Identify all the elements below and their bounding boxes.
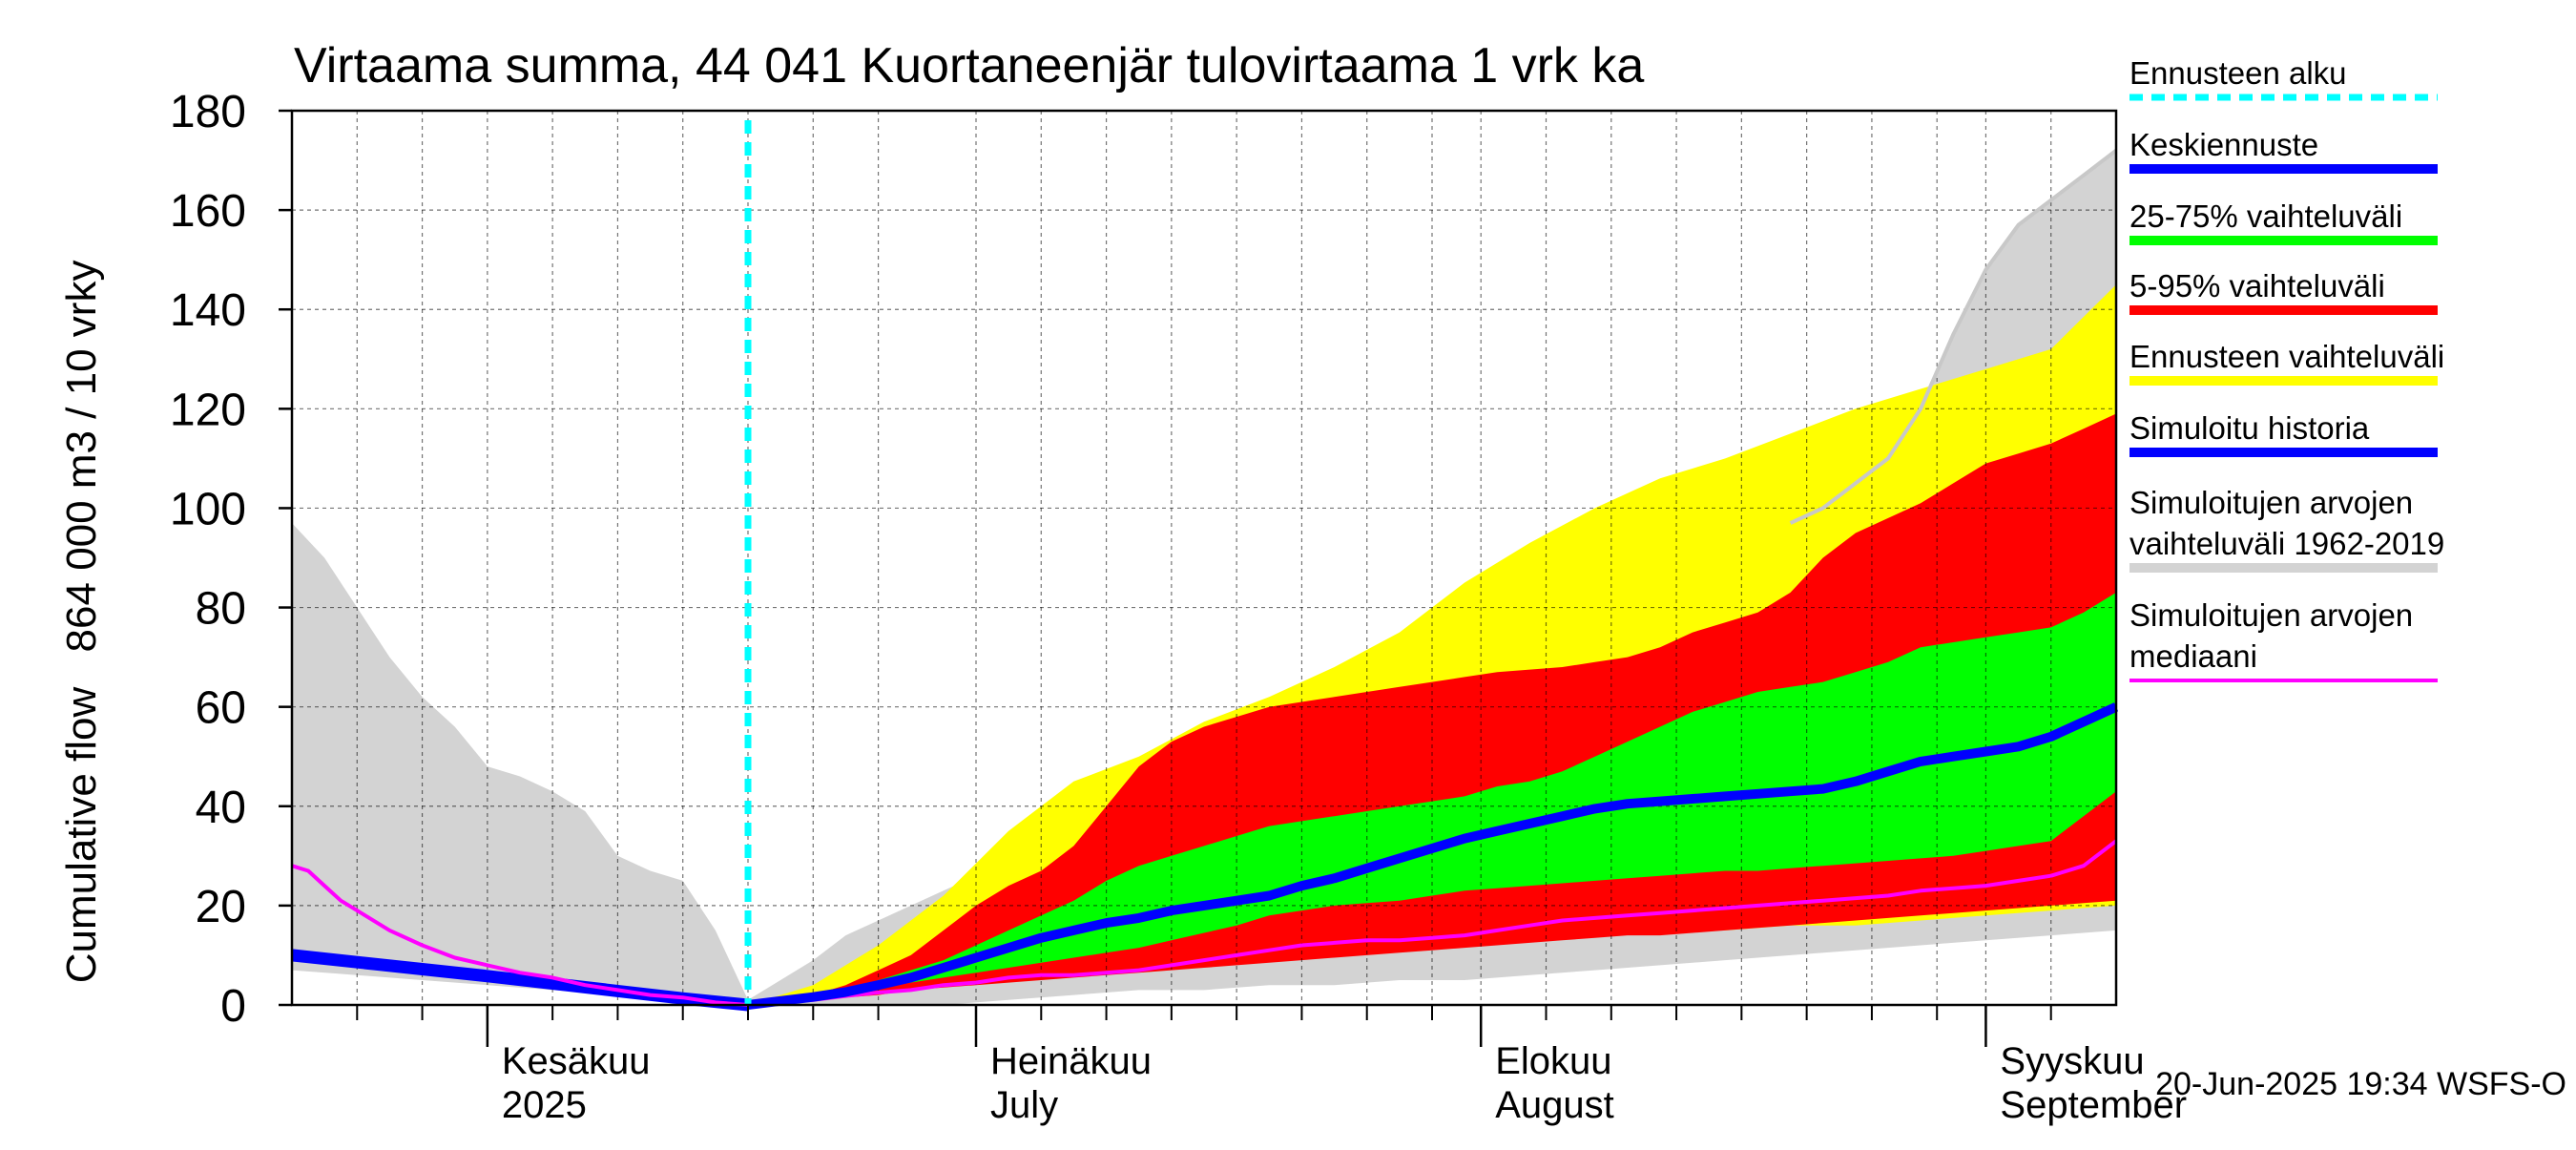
legend-label: Ennusteen alku: [2129, 55, 2347, 91]
y-tick-label: 160: [170, 186, 246, 237]
legend-label-line2: mediaani: [2129, 638, 2257, 674]
mean-forecast-line: [747, 702, 2119, 1010]
plot-frame: [290, 109, 2118, 1007]
legend: Ennusteen alku Keskiennuste 25-75% vaihtel…: [2129, 55, 2444, 682]
legend-label: Simuloitujen arvojen: [2129, 597, 2413, 633]
band-layer: [292, 150, 2116, 1006]
x-month-label-en: August: [1495, 1084, 1614, 1126]
chart-title: Virtaama summa, 44 041 Kuortaneenjär tul…: [294, 38, 1644, 94]
y-tick-label: 40: [196, 783, 246, 833]
x-month-label-fi: Elokuu: [1495, 1040, 1611, 1082]
line-layer: [291, 120, 2119, 1012]
p25-75-band: [748, 592, 2116, 1005]
x-month-label-fi: Kesäkuu: [502, 1040, 651, 1082]
x-month-label-fi: Heinäkuu: [990, 1040, 1152, 1082]
y-axis-label-fi: 864 000 m3 / 10 vrky: [58, 261, 105, 653]
legend-label: Ennusteen vaihteluväli: [2129, 339, 2444, 374]
y-tick-label: 20: [196, 882, 246, 932]
footer-timestamp: 20-Jun-2025 19:34 WSFS-O: [2155, 1066, 2566, 1102]
y-tick-label: 140: [170, 285, 246, 336]
y-tick-label: 100: [170, 484, 246, 534]
y-tick-label: 80: [196, 584, 246, 635]
historical-median-line: [291, 839, 2118, 1007]
x-month-label-en: July: [990, 1084, 1058, 1126]
legend-label: Simuloitu historia: [2129, 410, 2370, 446]
x-month-label-en: 2025: [502, 1084, 587, 1126]
legend-label: Simuloitujen arvojen: [2129, 485, 2413, 520]
y-tick-label: 0: [220, 981, 246, 1032]
legend-label: 5-95% vaihteluväli: [2129, 268, 2385, 303]
y-tick-label: 60: [196, 683, 246, 734]
y-axis-label-en: Cumulative flow: [58, 687, 105, 984]
legend-label: 25-75% vaihteluväli: [2129, 199, 2402, 234]
historical-range-outline: [1789, 149, 2118, 525]
x-month-label-fi: Syyskuu: [2000, 1040, 2144, 1082]
x-month-label-en: September: [2000, 1084, 2187, 1126]
legend-label: Keskiennuste: [2129, 127, 2318, 162]
y-tick-label: 120: [170, 385, 246, 435]
legend-label-line2: vaihteluväli 1962-2019: [2129, 526, 2444, 561]
y-tick-label: 180: [170, 87, 246, 137]
